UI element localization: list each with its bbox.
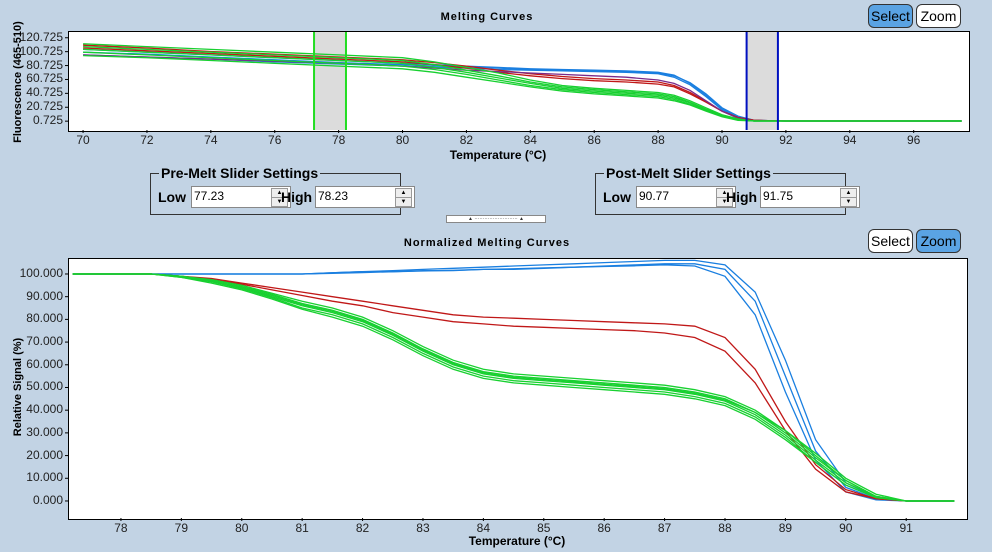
- x-tick-label: 78: [114, 521, 128, 535]
- pre-melt-low-spinner[interactable]: ▲▼: [191, 186, 291, 208]
- x-tick-label: 83: [416, 521, 430, 535]
- series-blue-1: [83, 51, 962, 122]
- x-tick-label: 82: [355, 521, 370, 535]
- y-tick-label: 80.725: [26, 57, 63, 72]
- y-tick-label: 60.725: [26, 71, 63, 86]
- x-tick-label: 88: [718, 521, 732, 535]
- spin-down-icon[interactable]: ▼: [840, 197, 857, 207]
- y-tick-label: 0.725: [32, 113, 63, 128]
- bottom-x-axis-label: Temperature (°C): [468, 534, 566, 548]
- x-tick-label: 80: [395, 133, 410, 147]
- series-green-2: [72, 273, 955, 502]
- y-tick-label: 30.000: [26, 424, 63, 439]
- post-melt-high-label: High: [726, 189, 758, 205]
- top-zoom-button[interactable]: Zoom: [916, 4, 961, 28]
- top-select-button[interactable]: Select: [868, 4, 913, 28]
- series-blue-3: [83, 54, 962, 122]
- y-tick-label: 10.000: [26, 470, 63, 485]
- x-tick-label: 92: [779, 133, 793, 147]
- x-tick-label: 89: [778, 521, 793, 535]
- bottom-chart-title: Normalized Melting Curves: [403, 237, 571, 249]
- x-tick-label: 70: [76, 133, 90, 147]
- x-tick-label: 86: [587, 133, 601, 147]
- post-melt-high-input[interactable]: [761, 187, 829, 205]
- series-green-3: [72, 273, 955, 502]
- x-tick-label: 87: [657, 521, 672, 535]
- post-melt-low-input[interactable]: [637, 187, 705, 205]
- y-tick-label: 20.725: [26, 99, 63, 114]
- pre-melt-region: [314, 32, 346, 130]
- y-tick-label: 0.000: [32, 492, 63, 507]
- series-green-6: [72, 273, 955, 502]
- pre-melt-title: Pre-Melt Slider Settings: [159, 165, 321, 181]
- spin-down-icon[interactable]: ▼: [716, 197, 733, 207]
- y-tick-label: 50.000: [26, 379, 63, 394]
- x-tick-label: 76: [268, 133, 282, 147]
- y-tick-label: 40.000: [26, 402, 63, 417]
- x-tick-label: 78: [331, 133, 346, 147]
- top-x-axis-label: Temperature (°C): [449, 148, 547, 162]
- x-tick-label: 84: [476, 521, 491, 535]
- series-purple-1: [83, 54, 962, 122]
- x-tick-label: 79: [174, 521, 189, 535]
- post-melt-title: Post-Melt Slider Settings: [604, 165, 773, 181]
- y-tick-label: 100.000: [19, 265, 63, 280]
- spin-down-icon[interactable]: ▼: [271, 197, 288, 207]
- pre-melt-high-label: High: [281, 189, 313, 205]
- y-tick-label: 90.000: [26, 288, 63, 303]
- x-tick-label: 84: [523, 133, 537, 147]
- y-tick-label: 80.000: [26, 311, 63, 326]
- y-tick-label: 100.725: [19, 43, 63, 58]
- panel-splitter[interactable]: ▲ ·························· ▲: [446, 215, 546, 223]
- pre-melt-high-spinner[interactable]: ▲▼: [315, 186, 415, 208]
- x-tick-label: 96: [907, 133, 921, 147]
- post-melt-low-label: Low: [603, 189, 631, 205]
- y-tick-label: 40.725: [26, 85, 63, 100]
- x-tick-label: 86: [597, 521, 611, 535]
- x-tick-label: 72: [140, 133, 154, 147]
- x-tick-label: 74: [204, 133, 218, 147]
- top-chart-title: Melting Curves: [440, 11, 534, 23]
- post-melt-settings: Post-Melt Slider Settings Low ▲▼ High ▲▼: [595, 165, 860, 215]
- x-tick-label: 90: [715, 133, 729, 147]
- series-green-4: [83, 51, 962, 122]
- bottom-plot-area[interactable]: [68, 258, 968, 520]
- post-melt-high-spinner[interactable]: ▲▼: [760, 186, 860, 208]
- series-green-4: [72, 273, 955, 502]
- y-tick-label: 120.725: [19, 29, 63, 44]
- x-tick-label: 90: [839, 521, 853, 535]
- series-green-5: [72, 273, 955, 502]
- post-melt-low-spinner[interactable]: ▲▼: [636, 186, 736, 208]
- pre-melt-settings: Pre-Melt Slider Settings Low ▲▼ High ▲▼: [150, 165, 415, 215]
- post-melt-region: [746, 32, 778, 130]
- y-tick-label: 20.000: [26, 447, 63, 462]
- x-tick-label: 80: [235, 521, 249, 535]
- bottom-zoom-button[interactable]: Zoom: [916, 229, 961, 253]
- x-tick-label: 94: [843, 133, 857, 147]
- y-tick-label: 70.000: [26, 334, 63, 349]
- x-tick-label: 88: [651, 133, 665, 147]
- series-green-5: [83, 54, 962, 122]
- y-tick-label: 60.000: [26, 356, 63, 371]
- pre-melt-high-input[interactable]: [316, 187, 384, 205]
- pre-melt-low-input[interactable]: [192, 187, 260, 205]
- x-tick-label: 81: [295, 521, 309, 535]
- bottom-select-button[interactable]: Select: [868, 229, 913, 253]
- series-blue-3: [72, 264, 955, 502]
- x-tick-label: 82: [459, 133, 474, 147]
- pre-melt-low-label: Low: [158, 189, 186, 205]
- spin-down-icon[interactable]: ▼: [395, 197, 412, 207]
- x-tick-label: 91: [899, 521, 913, 535]
- x-tick-label: 85: [537, 521, 551, 535]
